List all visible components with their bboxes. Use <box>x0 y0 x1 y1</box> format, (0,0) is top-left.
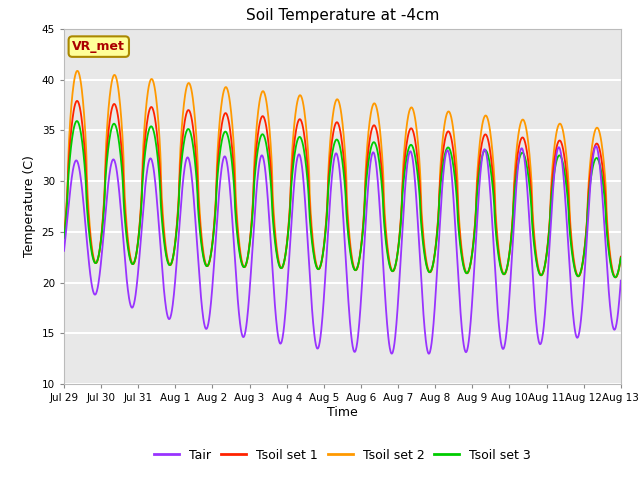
Line: Tair: Tair <box>64 146 621 354</box>
Tair <box>170 288 178 293</box>
Tsoil set 1 <box>74 98 81 104</box>
Tsoil set 2 <box>60 234 68 240</box>
Tsoil set 2 <box>502 269 509 275</box>
Legend: Tair, Tsoil set 1, Tsoil set 2, Tsoil set 3: Tair, Tsoil set 1, Tsoil set 2, Tsoil se… <box>148 444 536 467</box>
Tsoil set 2 <box>74 68 81 74</box>
Tsoil set 1 <box>246 232 254 238</box>
Tsoil set 1 <box>184 107 192 113</box>
Tsoil set 3 <box>612 275 620 280</box>
Tsoil set 3 <box>60 236 68 241</box>
Tsoil set 3 <box>73 118 81 124</box>
Tsoil set 3 <box>551 165 559 171</box>
Line: Tsoil set 1: Tsoil set 1 <box>64 101 621 277</box>
Tsoil set 2 <box>171 244 179 250</box>
Tair <box>184 155 191 160</box>
Tsoil set 3 <box>429 261 437 267</box>
Line: Tsoil set 2: Tsoil set 2 <box>64 71 621 277</box>
Text: VR_met: VR_met <box>72 40 125 53</box>
Tsoil set 3 <box>617 255 625 261</box>
Tsoil set 2 <box>429 262 437 267</box>
Tsoil set 2 <box>246 232 254 238</box>
Title: Soil Temperature at -4cm: Soil Temperature at -4cm <box>246 9 439 24</box>
Tsoil set 2 <box>612 275 620 280</box>
Tair <box>617 278 625 284</box>
Tair <box>60 248 68 254</box>
Tair <box>551 164 559 169</box>
Tair <box>502 335 509 341</box>
Tsoil set 2 <box>551 139 559 144</box>
Tair <box>425 351 433 357</box>
Tsoil set 1 <box>171 244 179 250</box>
Tsoil set 1 <box>502 269 509 275</box>
Tair <box>429 325 437 331</box>
Tsoil set 3 <box>246 234 254 240</box>
Tsoil set 3 <box>171 245 179 251</box>
Tsoil set 3 <box>184 126 192 132</box>
Tsoil set 1 <box>617 254 625 260</box>
X-axis label: Time: Time <box>327 406 358 419</box>
Tsoil set 3 <box>502 269 509 275</box>
Tsoil set 2 <box>617 255 625 261</box>
Tsoil set 2 <box>184 80 192 86</box>
Tsoil set 1 <box>612 275 620 280</box>
Tair <box>246 281 254 287</box>
Tair <box>592 144 600 149</box>
Line: Tsoil set 3: Tsoil set 3 <box>64 121 621 277</box>
Y-axis label: Temperature (C): Temperature (C) <box>23 156 36 257</box>
Tsoil set 1 <box>429 261 437 266</box>
Tsoil set 1 <box>60 234 68 240</box>
Tsoil set 1 <box>551 153 559 158</box>
